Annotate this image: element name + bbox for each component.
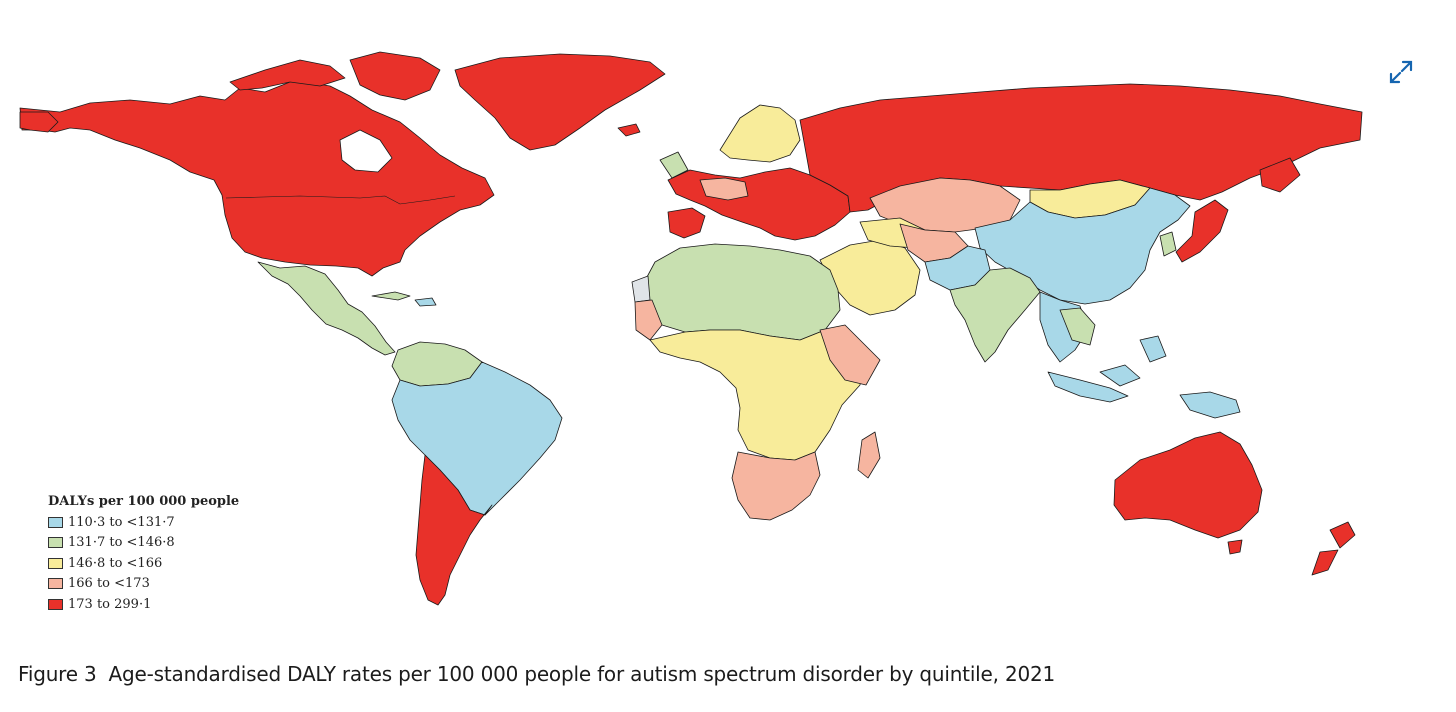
region-australia (1113, 431, 1263, 539)
region-greenland (454, 53, 666, 151)
region-india (949, 267, 1041, 363)
legend-label: 166 to <173 (68, 576, 150, 592)
legend-item: 166 to <173 (48, 574, 239, 595)
legend-item: 146·8 to <166 (48, 553, 239, 574)
legend-item: 173 to 299·1 (48, 594, 239, 615)
region-north-africa (639, 243, 841, 341)
expand-arrows-icon (1389, 60, 1413, 84)
legend-item: 131·7 to <146·8 (48, 533, 239, 554)
legend-swatch (48, 598, 63, 610)
legend-swatch (48, 557, 63, 569)
world-choropleth-map (19, 51, 1363, 606)
legend-swatch (48, 516, 63, 528)
region-central-africa (649, 329, 866, 461)
legend-items: 110·3 to <131·7 131·7 to <146·8 146·8 to… (48, 512, 239, 615)
legend-item: 110·3 to <131·7 (48, 512, 239, 533)
legend-title: DALYs per 100 000 people (48, 494, 240, 509)
legend-swatch (48, 537, 63, 549)
region-mexico-central-america (257, 261, 396, 356)
legend-label: 131·7 to <146·8 (68, 535, 175, 551)
legend-swatch (48, 578, 63, 590)
region-north-america (19, 79, 495, 277)
legend-label: 173 to 299·1 (68, 596, 152, 612)
map-legend: DALYs per 100 000 people 110·3 to <131·7… (48, 494, 239, 615)
legend-label: 146·8 to <166 (68, 555, 163, 571)
map-figure: DALYs per 100 000 people 110·3 to <131·7… (19, 51, 1416, 615)
figure-caption-text: Age-standardised DALY rates per 100 000 … (108, 662, 1056, 686)
region-southern-africa (731, 451, 821, 521)
figure-caption: Figure 3 Age-standardised DALY rates per … (18, 662, 1055, 686)
expand-button[interactable] (1386, 57, 1416, 87)
legend-label: 110·3 to <131·7 (68, 514, 175, 530)
figure-label: Figure 3 (18, 662, 97, 686)
region-southern-cone (415, 454, 493, 606)
region-japan (1175, 199, 1229, 263)
region-brazil (391, 361, 563, 516)
